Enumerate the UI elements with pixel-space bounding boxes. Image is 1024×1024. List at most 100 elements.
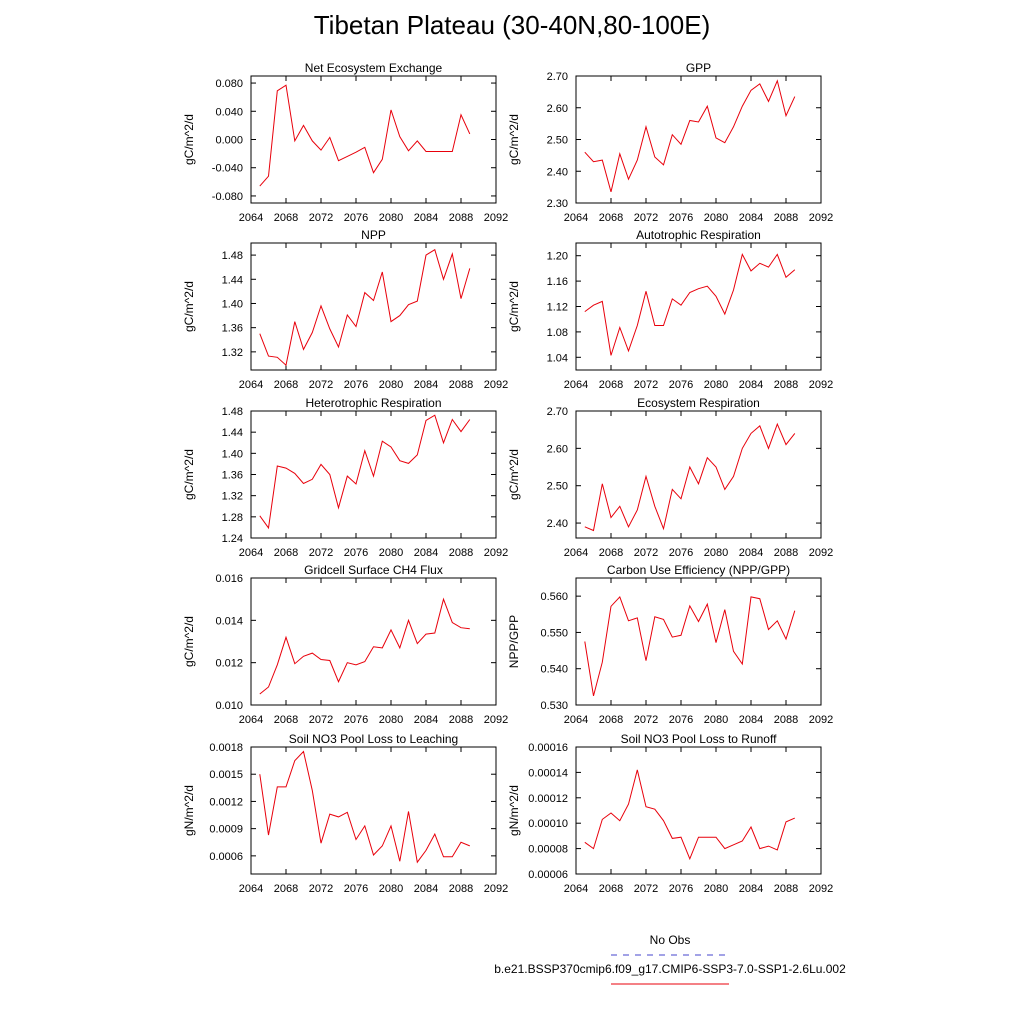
plot-frame: [575, 577, 822, 706]
series-line: [584, 253, 796, 356]
x-tick-label: 2072: [309, 883, 333, 895]
series-line: [259, 84, 471, 187]
y-tick-label: 0.000: [215, 135, 243, 147]
series-line: [259, 248, 471, 367]
x-tick-label: 2080: [379, 547, 403, 559]
y-tick-label: 1.40: [222, 298, 243, 310]
x-tick-label: 2084: [739, 379, 763, 391]
x-tick-label: 2068: [599, 547, 623, 559]
x-tick-label: 2068: [599, 379, 623, 391]
y-tick-label: 1.40: [222, 448, 243, 460]
x-tick-label: 2092: [809, 714, 833, 726]
y-tick-label: 2.30: [547, 198, 568, 210]
x-tick-label: 2092: [484, 547, 508, 559]
y-tick-label: 0.550: [540, 627, 568, 639]
y-axis-label: gN/m^2/d: [507, 785, 521, 836]
panel-title: Net Ecosystem Exchange: [305, 61, 443, 75]
x-tick-label: 2072: [634, 883, 658, 895]
chart-panel: Ecosystem Respiration 2064 2068 2072 2076 208…: [507, 396, 833, 559]
x-tick-label: 2088: [449, 547, 473, 559]
chart-panel: Heterotrophic Respiration 2064 2068 2072 207…: [182, 396, 508, 559]
x-tick-label: 2084: [414, 883, 438, 895]
y-tick-label: 0.0018: [209, 742, 243, 754]
y-tick-label: 0.016: [215, 573, 243, 585]
x-tick-label: 2064: [239, 379, 263, 391]
chart-panel: GPP 2064 2068 2072 2076 2080 2084 2088 2092 2.30 2…: [507, 61, 833, 224]
x-tick-label: 2092: [484, 212, 508, 224]
x-tick-label: 2092: [809, 379, 833, 391]
y-tick-label: 1.16: [547, 276, 568, 288]
x-tick-label: 2088: [774, 379, 798, 391]
panel-title: Heterotrophic Respiration: [305, 396, 441, 410]
y-tick-label: 0.010: [215, 700, 243, 712]
x-tick-label: 2080: [379, 212, 403, 224]
x-tick-label: 2084: [739, 883, 763, 895]
y-tick-label: 0.00012: [528, 793, 568, 805]
y-tick-label: 0.00010: [528, 818, 568, 830]
y-axis-label: gC/m^2/d: [507, 281, 521, 332]
x-tick-label: 2080: [704, 379, 728, 391]
y-tick-label: 0.0012: [209, 796, 243, 808]
x-tick-label: 2072: [309, 212, 333, 224]
x-tick-label: 2092: [484, 883, 508, 895]
x-tick-label: 2064: [564, 714, 588, 726]
x-tick-label: 2064: [239, 883, 263, 895]
x-tick-label: 2088: [774, 714, 798, 726]
x-tick-label: 2076: [344, 714, 368, 726]
chart-panel: NPP 2064 2068 2072 2076 2080 2084 2088 2092 1.32 1…: [182, 228, 508, 391]
x-tick-label: 2088: [449, 883, 473, 895]
y-tick-label: 1.48: [222, 250, 243, 262]
series-line: [584, 79, 796, 193]
x-tick-label: 2072: [309, 714, 333, 726]
x-tick-label: 2092: [484, 714, 508, 726]
x-tick-label: 2064: [564, 379, 588, 391]
y-tick-label: 1.36: [222, 323, 243, 335]
y-tick-label: 0.00014: [528, 767, 568, 779]
y-axis-label: NPP/GPP: [507, 615, 521, 668]
x-tick-label: 2084: [739, 547, 763, 559]
y-tick-label: 1.32: [222, 491, 243, 503]
y-tick-label: 2.50: [547, 481, 568, 493]
x-tick-label: 2064: [564, 547, 588, 559]
x-tick-label: 2088: [774, 883, 798, 895]
y-tick-label: 2.40: [547, 518, 568, 530]
plot-frame: [575, 410, 822, 539]
x-tick-label: 2072: [634, 547, 658, 559]
y-tick-label: 0.00016: [528, 742, 568, 754]
x-tick-label: 2076: [669, 547, 693, 559]
x-tick-label: 2064: [239, 714, 263, 726]
y-tick-label: 0.014: [215, 615, 243, 627]
x-tick-label: 2072: [634, 212, 658, 224]
x-tick-label: 2080: [379, 883, 403, 895]
x-tick-label: 2092: [809, 547, 833, 559]
panel-title: NPP: [361, 228, 386, 242]
x-tick-label: 2076: [669, 379, 693, 391]
y-tick-label: 2.70: [547, 406, 568, 418]
y-axis-label: gC/m^2/d: [182, 114, 196, 165]
chart-panel: Carbon Use Efficiency (NPP/GPP) 2064 2068 2…: [507, 563, 833, 726]
y-tick-label: 0.012: [215, 658, 243, 670]
y-tick-label: 1.04: [547, 352, 568, 364]
chart-panel: Soil NO3 Pool Loss to Runoff 2064 2068 2072…: [507, 732, 833, 895]
x-tick-label: 2080: [379, 379, 403, 391]
y-tick-label: 0.530: [540, 700, 568, 712]
x-tick-label: 2076: [669, 883, 693, 895]
x-tick-label: 2080: [704, 212, 728, 224]
chart-panel: Gridcell Surface CH4 Flux 2064 2068 2072 207…: [182, 563, 508, 726]
panel-title: Carbon Use Efficiency (NPP/GPP): [607, 563, 790, 577]
y-tick-label: 1.28: [222, 512, 243, 524]
y-tick-label: 2.70: [547, 71, 568, 83]
y-axis-label: gC/m^2/d: [507, 114, 521, 165]
y-tick-label: 0.560: [540, 591, 568, 603]
x-tick-label: 2068: [274, 883, 298, 895]
x-tick-label: 2064: [564, 212, 588, 224]
y-tick-label: 0.080: [215, 78, 243, 90]
y-tick-label: 0.0006: [209, 851, 243, 863]
x-tick-label: 2080: [704, 547, 728, 559]
y-tick-label: -0.080: [212, 191, 243, 203]
x-tick-label: 2064: [239, 547, 263, 559]
x-tick-label: 2068: [599, 212, 623, 224]
x-tick-label: 2068: [274, 714, 298, 726]
x-tick-label: 2068: [274, 547, 298, 559]
x-tick-label: 2068: [274, 212, 298, 224]
